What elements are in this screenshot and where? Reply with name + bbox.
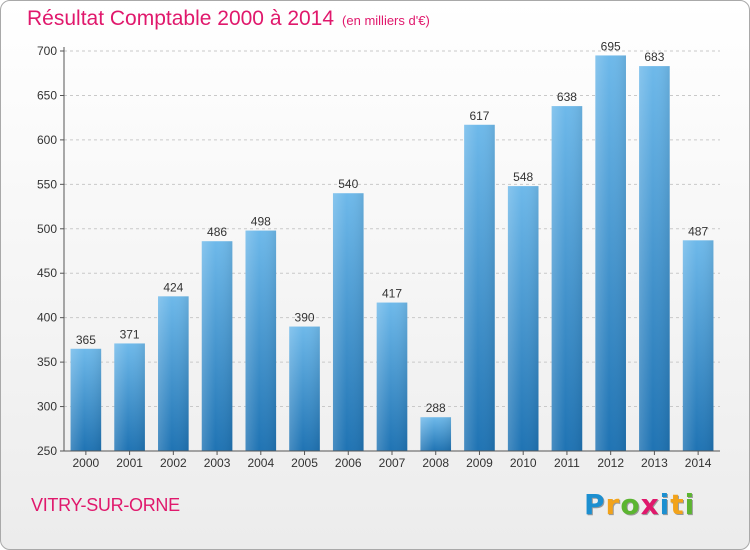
bar-shine — [158, 296, 189, 451]
x-tick-label: 2014 — [685, 456, 712, 470]
y-tick-label: 400 — [37, 311, 57, 325]
y-tick-label: 300 — [37, 400, 57, 414]
bar-shine — [332, 193, 364, 451]
logo-letter: i — [684, 488, 696, 521]
logo-letter: P — [584, 488, 606, 521]
data-label: 417 — [382, 287, 402, 301]
data-label: 486 — [207, 225, 227, 239]
title-text: Résultat Comptable 2000 à 2014 — [27, 7, 335, 30]
bar-shine — [682, 240, 714, 451]
bar-shine — [551, 106, 583, 451]
bar-shine — [420, 417, 452, 451]
y-tick-label: 550 — [37, 177, 57, 191]
x-tick-label: 2010 — [510, 456, 537, 470]
data-label: 695 — [601, 39, 621, 53]
unit-label: (en milliers d'€) — [342, 13, 430, 28]
data-label: 548 — [513, 170, 533, 184]
x-tick-label: 2013 — [641, 456, 668, 470]
data-label: 540 — [338, 177, 358, 191]
y-tick-label: 600 — [37, 133, 57, 147]
x-tick-label: 2012 — [597, 456, 624, 470]
data-label: 487 — [688, 224, 708, 238]
proxiti-logo[interactable]: Proxiti — [584, 488, 695, 521]
x-tick-label: 2011 — [554, 456, 580, 470]
x-tick-label: 2000 — [73, 456, 100, 470]
data-label: 424 — [163, 280, 183, 294]
bar-shine — [245, 230, 277, 451]
x-tick-label: 2006 — [335, 456, 362, 470]
data-label: 638 — [557, 90, 577, 104]
logo-letter: x — [640, 488, 660, 521]
x-tick-label: 2008 — [422, 456, 449, 470]
bar-shine — [639, 66, 670, 451]
y-tick-label: 700 — [37, 44, 57, 58]
logo-letter: t — [670, 488, 685, 521]
x-tick-label: 2004 — [247, 456, 274, 470]
bar-shine — [114, 343, 145, 451]
data-label: 371 — [120, 327, 140, 341]
y-tick-label: 650 — [37, 88, 57, 102]
x-tick-label: 2007 — [379, 456, 406, 470]
bar-shine — [595, 55, 626, 451]
y-tick-label: 250 — [37, 444, 57, 458]
x-tick-label: 2002 — [160, 456, 187, 470]
x-tick-label: 2003 — [204, 456, 231, 470]
data-label: 683 — [644, 50, 664, 64]
x-tick-label: 2001 — [116, 456, 143, 470]
x-tick-label: 2009 — [466, 456, 493, 470]
logo-letter: o — [620, 488, 641, 521]
y-tick-label: 350 — [37, 355, 57, 369]
bar-shine — [70, 348, 102, 451]
data-label: 498 — [251, 215, 271, 229]
data-label: 288 — [426, 401, 446, 415]
logo-letter: i — [659, 488, 671, 521]
bar-shine — [507, 186, 539, 451]
data-label: 390 — [295, 311, 315, 325]
x-tick-label: 2005 — [291, 456, 318, 470]
bar-shine — [464, 124, 495, 452]
y-tick-label: 450 — [37, 266, 57, 280]
place-label: VITRY-SUR-ORNE — [31, 495, 180, 515]
y-tick-label: 500 — [37, 222, 57, 236]
bar-shine — [289, 326, 320, 451]
data-label: 365 — [76, 333, 96, 347]
bar-shine — [376, 302, 408, 451]
logo-letter: r — [605, 488, 621, 521]
bar-shine — [201, 241, 233, 451]
data-label: 617 — [469, 109, 489, 123]
chart-title: Résultat Comptable 2000 à 2014 (en millie… — [27, 7, 430, 31]
